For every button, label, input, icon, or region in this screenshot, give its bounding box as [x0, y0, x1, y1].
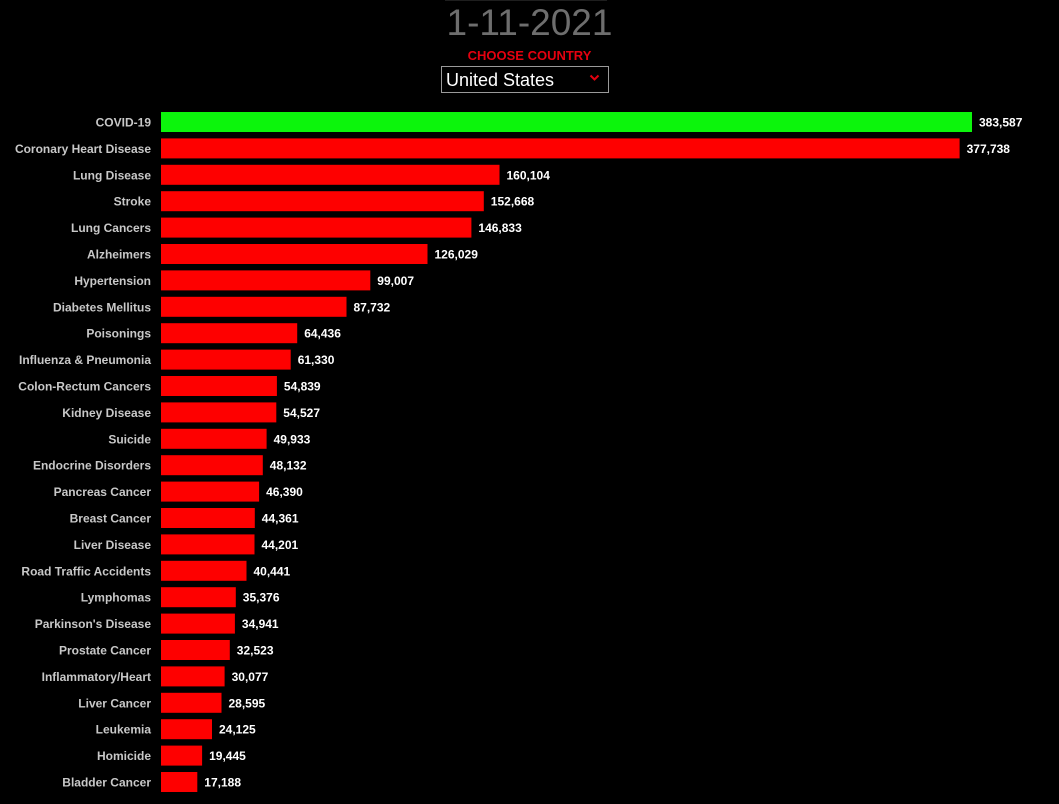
- category-label: Breast Cancer: [70, 512, 152, 526]
- bar-10[interactable]: [161, 376, 277, 396]
- value-label: 87,732: [354, 300, 391, 314]
- category-label: Influenza & Pneumonia: [19, 353, 151, 367]
- category-label: Hypertension: [74, 274, 151, 288]
- value-label: 383,587: [979, 116, 1023, 130]
- bar-21[interactable]: [161, 666, 225, 687]
- value-label: 17,188: [204, 776, 241, 790]
- value-label: 28,595: [229, 696, 266, 710]
- category-label: Colon-Rectum Cancers: [18, 380, 151, 394]
- bar-16[interactable]: [161, 534, 255, 555]
- value-label: 35,376: [243, 591, 280, 605]
- category-label: Stroke: [114, 195, 152, 209]
- bar-19[interactable]: [161, 613, 235, 634]
- category-label: Alzheimers: [87, 248, 151, 262]
- title-rule: [445, 0, 607, 1]
- value-label: 49,933: [274, 432, 311, 446]
- value-label: 160,104: [507, 168, 551, 182]
- value-label: 126,029: [435, 248, 479, 262]
- category-label: Lung Disease: [73, 168, 151, 182]
- category-label: Inflammatory/Heart: [42, 670, 151, 684]
- value-label: 99,007: [377, 274, 414, 288]
- bar-15[interactable]: [161, 508, 255, 528]
- category-label: COVID-19: [96, 116, 152, 130]
- bar-20[interactable]: [161, 640, 230, 660]
- bar-8[interactable]: [161, 323, 298, 344]
- category-label: Kidney Disease: [62, 406, 151, 420]
- value-label: 19,445: [209, 749, 246, 763]
- bar-22[interactable]: [161, 692, 222, 713]
- category-label: Leukemia: [96, 723, 152, 737]
- value-label: 54,527: [283, 406, 320, 420]
- bar-6[interactable]: [161, 270, 371, 291]
- value-label: 24,125: [219, 723, 256, 737]
- category-label: Liver Cancer: [78, 696, 151, 710]
- bar-25[interactable]: [161, 772, 198, 792]
- category-label: Parkinson's Disease: [35, 617, 152, 631]
- category-label: Prostate Cancer: [59, 644, 151, 658]
- bar-11[interactable]: [161, 402, 277, 423]
- value-label: 61,330: [298, 353, 335, 367]
- bar-18[interactable]: [161, 587, 236, 608]
- value-label: 64,436: [304, 327, 341, 341]
- category-label: Lung Cancers: [71, 221, 151, 235]
- value-label: 40,441: [254, 564, 291, 578]
- country-select-value: United States: [446, 70, 555, 90]
- category-label: Poisonings: [86, 327, 151, 341]
- chevron-down-icon: [589, 74, 600, 81]
- category-label: Homicide: [97, 749, 151, 763]
- value-label: 34,941: [242, 617, 279, 631]
- bar-3[interactable]: [161, 191, 484, 212]
- bar-4[interactable]: [161, 217, 472, 238]
- category-label: Pancreas Cancer: [54, 485, 152, 499]
- value-label: 146,833: [478, 221, 522, 235]
- bar-24[interactable]: [161, 745, 203, 766]
- value-label: 46,390: [266, 485, 303, 499]
- country-select[interactable]: United States: [441, 66, 609, 93]
- value-label: 44,201: [262, 538, 299, 552]
- category-label: Bladder Cancer: [62, 776, 151, 790]
- bar-17[interactable]: [161, 560, 247, 581]
- bar-2[interactable]: [161, 164, 500, 185]
- bar-14[interactable]: [161, 481, 260, 502]
- category-label: Diabetes Mellitus: [53, 300, 151, 314]
- choose-country-label: CHOOSE COUNTRY: [467, 48, 592, 63]
- category-label: Endocrine Disorders: [33, 459, 151, 473]
- value-label: 152,668: [491, 195, 535, 209]
- category-label: Lymphomas: [81, 591, 152, 605]
- bar-23[interactable]: [161, 719, 212, 740]
- category-label: Liver Disease: [74, 538, 152, 552]
- bar-5[interactable]: [161, 244, 428, 264]
- value-label: 32,523: [237, 644, 274, 658]
- bar-7[interactable]: [161, 296, 347, 317]
- category-label: Suicide: [108, 432, 151, 446]
- bar-12[interactable]: [161, 428, 267, 449]
- category-label: Coronary Heart Disease: [15, 142, 151, 156]
- bar-9[interactable]: [161, 349, 291, 370]
- bar-1[interactable]: [161, 138, 960, 159]
- value-label: 30,077: [232, 670, 269, 684]
- date-title: 1-11-2021: [446, 2, 613, 43]
- value-label: 48,132: [270, 459, 307, 473]
- value-label: 377,738: [967, 142, 1011, 156]
- category-label: Road Traffic Accidents: [21, 564, 151, 578]
- value-label: 54,839: [284, 380, 321, 394]
- bar-0[interactable]: [161, 112, 972, 132]
- value-label: 44,361: [262, 512, 299, 526]
- bar-13[interactable]: [161, 455, 263, 476]
